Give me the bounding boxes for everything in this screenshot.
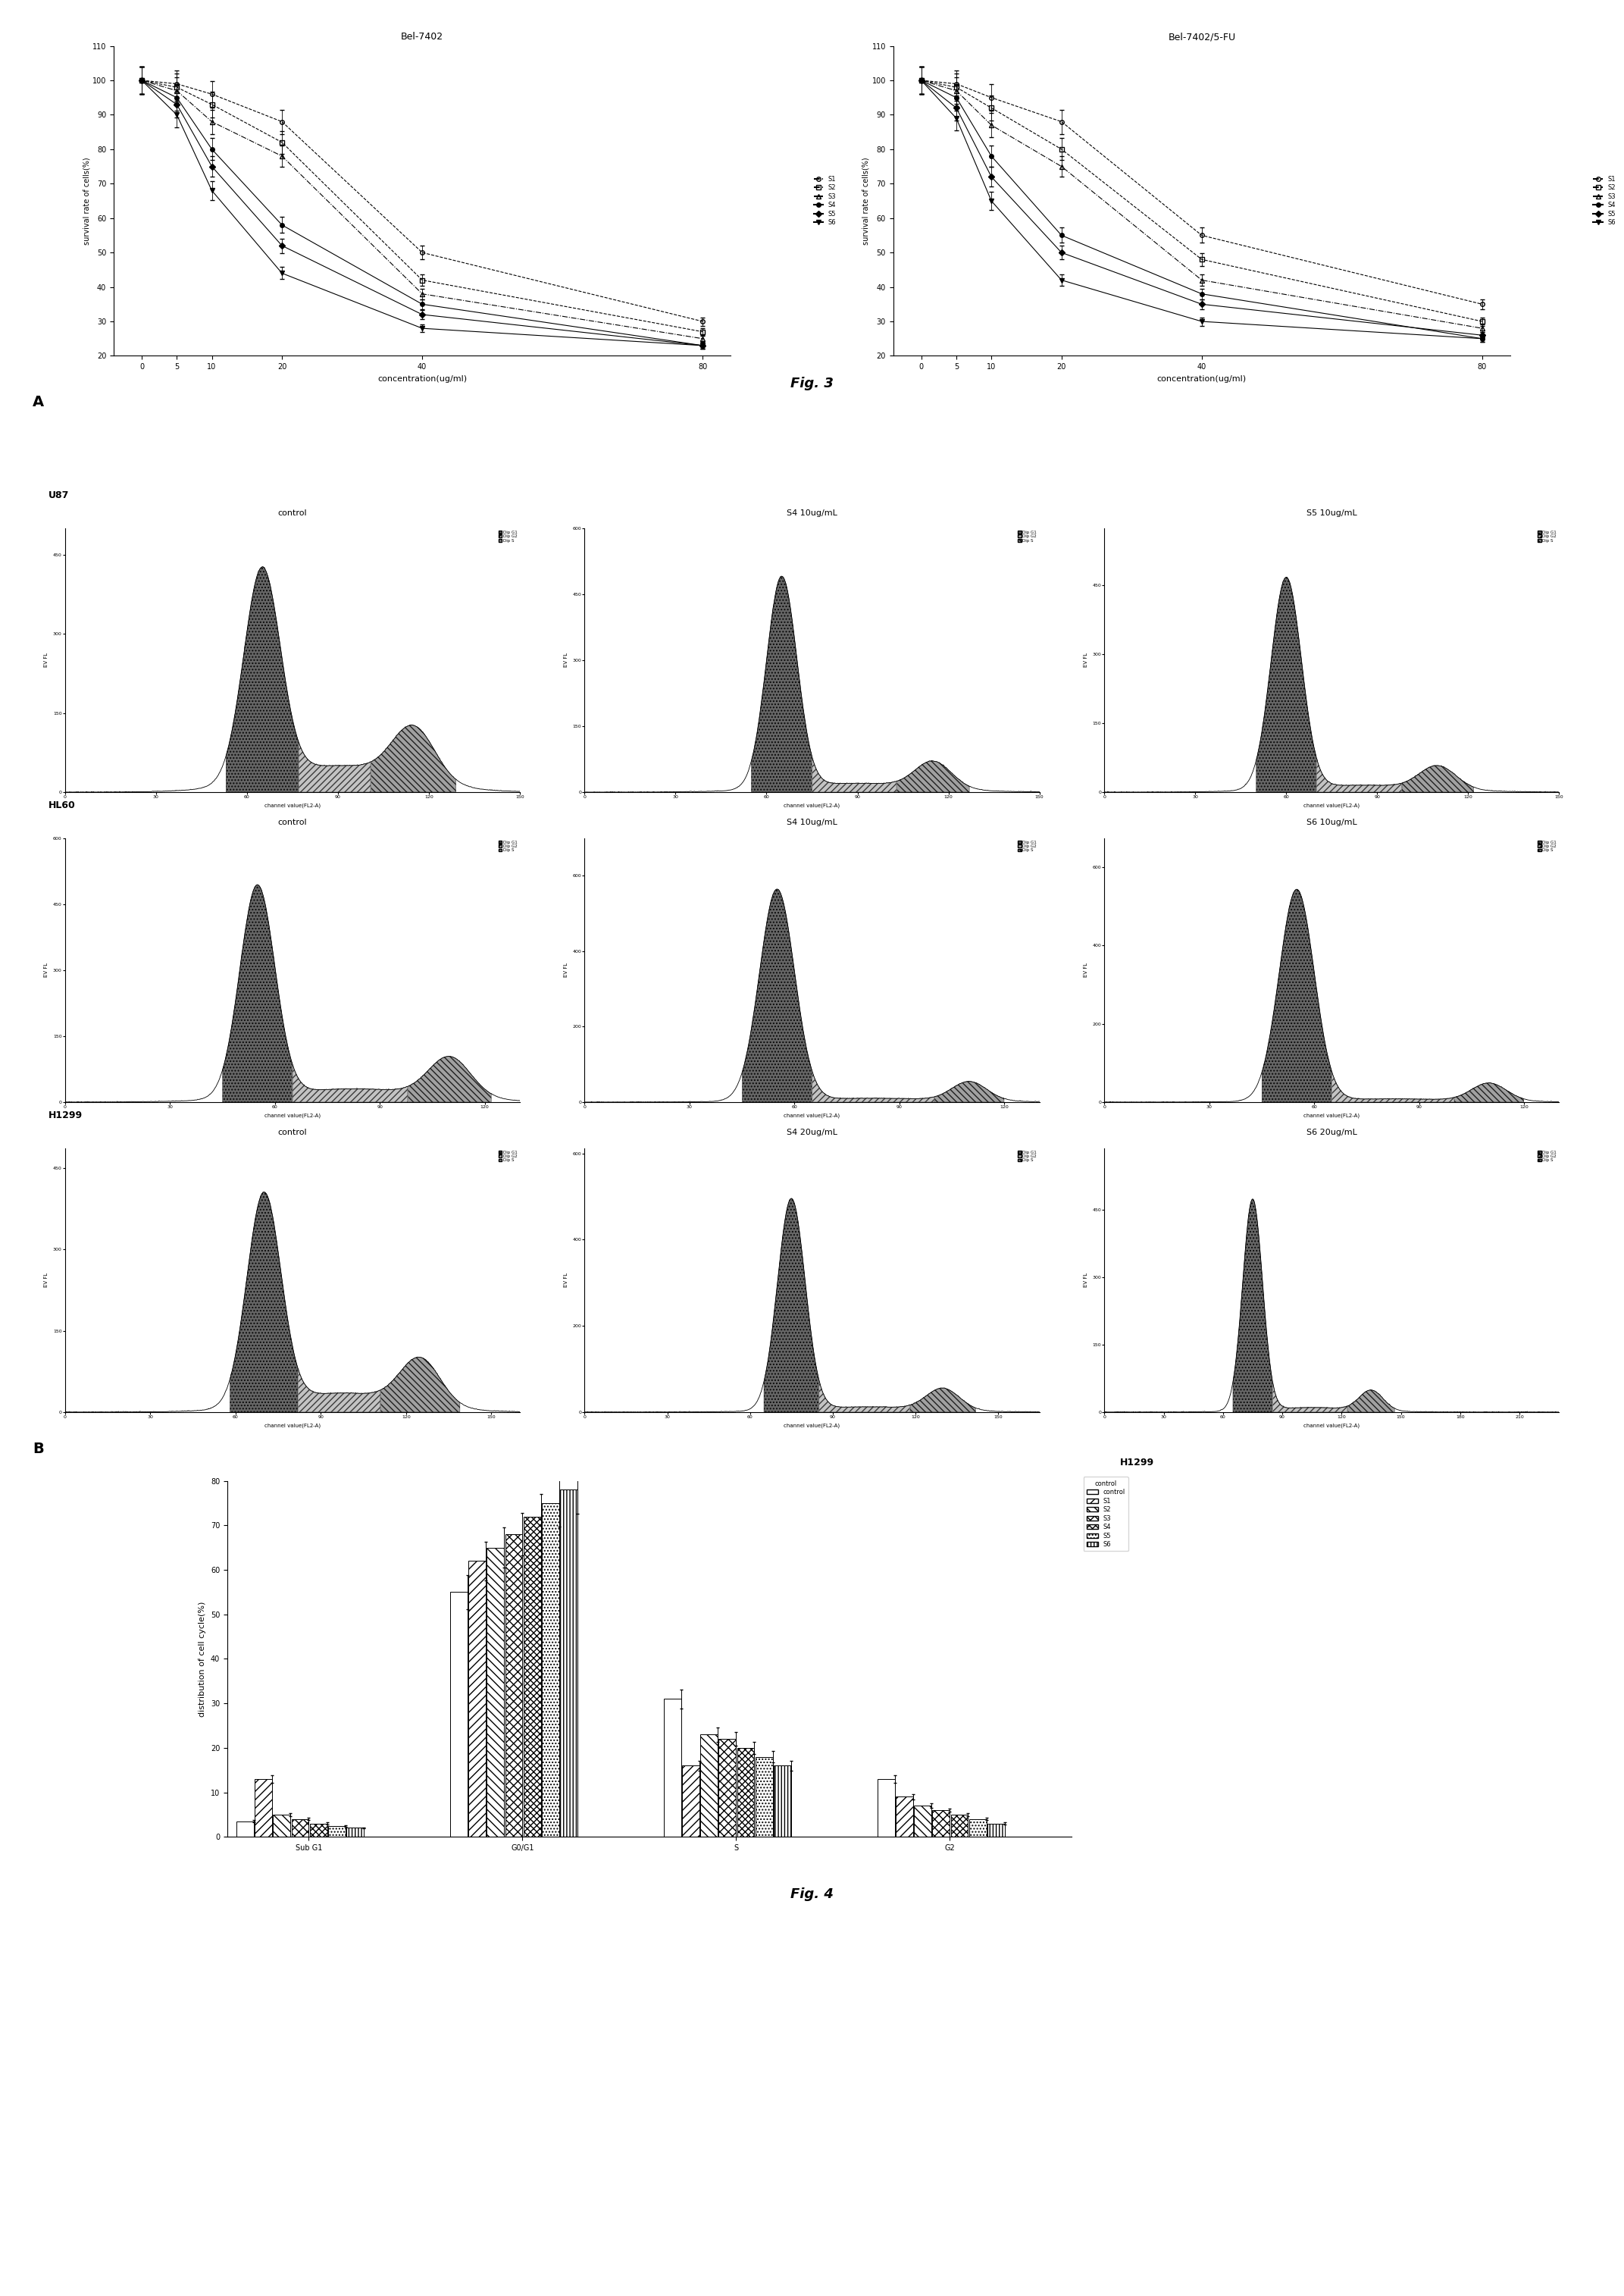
X-axis label: channel value(FL2-A): channel value(FL2-A) xyxy=(784,1114,840,1118)
Bar xyxy=(487,1548,503,1837)
Text: U87: U87 xyxy=(49,491,70,501)
Text: HL60: HL60 xyxy=(49,801,76,810)
Legend: Dip G1, Dip G2, Dip S: Dip G1, Dip G2, Dip S xyxy=(499,530,518,542)
Bar xyxy=(877,1779,895,1837)
Bar xyxy=(914,1805,932,1837)
Bar xyxy=(950,1814,968,1837)
Bar xyxy=(682,1766,700,1837)
Text: control: control xyxy=(278,510,307,517)
X-axis label: channel value(FL2-A): channel value(FL2-A) xyxy=(784,804,840,808)
X-axis label: channel value(FL2-A): channel value(FL2-A) xyxy=(1304,1114,1359,1118)
Text: control: control xyxy=(278,1130,307,1137)
Bar xyxy=(560,1490,578,1837)
Bar xyxy=(523,1518,541,1837)
Text: A: A xyxy=(32,395,44,409)
Title: Bel-7402/5-FU: Bel-7402/5-FU xyxy=(1168,32,1236,41)
Y-axis label: EV FL: EV FL xyxy=(44,1272,49,1288)
Legend: Dip G1, Dip G2, Dip S: Dip G1, Dip G2, Dip S xyxy=(1018,530,1038,542)
Text: H1299: H1299 xyxy=(1119,1458,1155,1467)
Text: S4 10ug/mL: S4 10ug/mL xyxy=(786,510,838,517)
Bar xyxy=(237,1821,253,1837)
Bar xyxy=(542,1504,559,1837)
Bar xyxy=(291,1818,309,1837)
Bar xyxy=(273,1814,291,1837)
Legend: S1, S2, S3, S4, S5, S6: S1, S2, S3, S4, S5, S6 xyxy=(810,172,838,230)
Legend: Dip G1, Dip G2, Dip S: Dip G1, Dip G2, Dip S xyxy=(1538,1150,1557,1162)
Y-axis label: survival rate of cells(%): survival rate of cells(%) xyxy=(862,156,870,246)
Y-axis label: EV FL: EV FL xyxy=(44,962,49,978)
Y-axis label: EV FL: EV FL xyxy=(1083,962,1088,978)
Legend: Dip G1, Dip G2, Dip S: Dip G1, Dip G2, Dip S xyxy=(1538,530,1557,542)
Legend: Dip G1, Dip G2, Dip S: Dip G1, Dip G2, Dip S xyxy=(499,840,518,852)
X-axis label: channel value(FL2-A): channel value(FL2-A) xyxy=(265,1424,320,1428)
Text: S4 20ug/mL: S4 20ug/mL xyxy=(786,1130,838,1137)
Bar xyxy=(970,1818,986,1837)
X-axis label: channel value(FL2-A): channel value(FL2-A) xyxy=(265,804,320,808)
Bar xyxy=(468,1561,486,1837)
Y-axis label: EV FL: EV FL xyxy=(564,962,568,978)
Bar xyxy=(255,1779,273,1837)
Bar xyxy=(664,1699,680,1837)
Bar xyxy=(773,1766,791,1837)
Text: Fig. 3: Fig. 3 xyxy=(791,377,833,390)
X-axis label: channel value(FL2-A): channel value(FL2-A) xyxy=(1304,804,1359,808)
X-axis label: channel value(FL2-A): channel value(FL2-A) xyxy=(265,1114,320,1118)
Y-axis label: EV FL: EV FL xyxy=(564,652,568,668)
Y-axis label: EV FL: EV FL xyxy=(564,1272,568,1288)
Text: Fig. 4: Fig. 4 xyxy=(791,1887,833,1901)
Y-axis label: survival rate of cells(%): survival rate of cells(%) xyxy=(83,156,91,246)
Text: B: B xyxy=(32,1442,44,1456)
Legend: control, S1, S2, S3, S4, S5, S6: control, S1, S2, S3, S4, S5, S6 xyxy=(1083,1476,1129,1552)
Text: control: control xyxy=(278,820,307,827)
Bar xyxy=(505,1534,523,1837)
Bar xyxy=(700,1733,718,1837)
Bar xyxy=(450,1591,468,1837)
X-axis label: channel value(FL2-A): channel value(FL2-A) xyxy=(1304,1424,1359,1428)
Text: S5 10ug/mL: S5 10ug/mL xyxy=(1306,510,1358,517)
Bar xyxy=(310,1823,326,1837)
Bar xyxy=(896,1798,913,1837)
Legend: S1, S2, S3, S4, S5, S6: S1, S2, S3, S4, S5, S6 xyxy=(1590,172,1618,230)
Text: S6 20ug/mL: S6 20ug/mL xyxy=(1306,1130,1358,1137)
Bar xyxy=(328,1825,346,1837)
Text: S4 10ug/mL: S4 10ug/mL xyxy=(786,820,838,827)
Legend: Dip G1, Dip G2, Dip S: Dip G1, Dip G2, Dip S xyxy=(1538,840,1557,852)
Bar xyxy=(987,1823,1005,1837)
Legend: Dip G1, Dip G2, Dip S: Dip G1, Dip G2, Dip S xyxy=(499,1150,518,1162)
Y-axis label: EV FL: EV FL xyxy=(1083,1272,1088,1288)
Bar xyxy=(346,1828,364,1837)
Text: S6 10ug/mL: S6 10ug/mL xyxy=(1306,820,1358,827)
Bar xyxy=(737,1747,755,1837)
Bar xyxy=(932,1809,950,1837)
X-axis label: concentration(ug/ml): concentration(ug/ml) xyxy=(1156,374,1247,383)
Text: H1299: H1299 xyxy=(49,1111,83,1120)
Title: Bel-7402: Bel-7402 xyxy=(401,32,443,41)
X-axis label: concentration(ug/ml): concentration(ug/ml) xyxy=(377,374,468,383)
Y-axis label: EV FL: EV FL xyxy=(1083,652,1088,668)
Y-axis label: distribution of cell cycle(%): distribution of cell cycle(%) xyxy=(198,1600,206,1717)
Bar xyxy=(755,1756,773,1837)
Legend: Dip G1, Dip G2, Dip S: Dip G1, Dip G2, Dip S xyxy=(1018,840,1038,852)
Bar xyxy=(719,1738,736,1837)
X-axis label: channel value(FL2-A): channel value(FL2-A) xyxy=(784,1424,840,1428)
Y-axis label: EV FL: EV FL xyxy=(44,652,49,668)
Legend: Dip G1, Dip G2, Dip S: Dip G1, Dip G2, Dip S xyxy=(1018,1150,1038,1162)
